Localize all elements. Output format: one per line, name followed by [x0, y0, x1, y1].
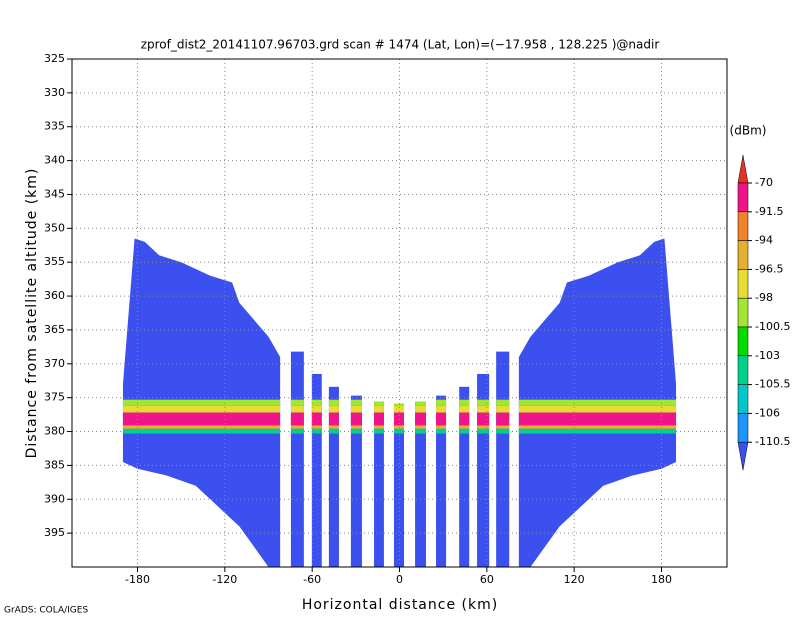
- colorbar-swatch: [737, 384, 749, 414]
- colorbar-label: -103: [755, 349, 780, 362]
- scan-column: [290, 351, 304, 567]
- colorbar-unit: (dBm): [730, 124, 767, 138]
- x-tick-label: 60: [480, 573, 494, 586]
- x-axis-label: Horizontal distance (km): [302, 597, 498, 613]
- colorbar-swatch: [737, 413, 749, 443]
- footer: GrADS: COLA/IGES: [4, 606, 88, 616]
- scan-column: [328, 386, 339, 567]
- scan-column: [350, 395, 362, 567]
- y-tick-label: 395: [44, 526, 65, 539]
- colorbar-swatch: [737, 269, 749, 299]
- band-layer: [122, 399, 677, 406]
- colorbar-swatch: [737, 182, 749, 213]
- colorbar-label: -105.5: [755, 378, 790, 391]
- scan-column: [496, 351, 510, 567]
- scan-column: [311, 373, 322, 567]
- colorbar-swatch: [737, 355, 749, 385]
- colorbar-label: -110.5: [755, 435, 790, 448]
- y-tick-label: 375: [44, 391, 65, 404]
- x-tick-label: 180: [651, 573, 672, 586]
- chart-title: zprof_dist2_20141107.96703.grd scan # 14…: [141, 38, 660, 52]
- y-tick-label: 325: [44, 52, 65, 65]
- y-tick-label: 360: [44, 289, 65, 302]
- y-tick-label: 330: [44, 86, 65, 99]
- colorbar-label: -98: [755, 291, 773, 304]
- colorbar-label: -94: [755, 234, 773, 247]
- colorbar-swatch: [737, 441, 749, 471]
- band-layer: [122, 405, 677, 413]
- y-tick-label: 385: [44, 458, 65, 471]
- y-axis-label: Distance from satellite altitude (km): [24, 168, 40, 459]
- y-tick-label: 365: [44, 323, 65, 336]
- colorbar-label: -96.5: [755, 262, 783, 275]
- y-tick-label: 380: [44, 425, 65, 438]
- colorbar-swatch: [737, 240, 749, 270]
- colorbar-swatch: [737, 154, 749, 184]
- x-tick-label: -180: [125, 573, 150, 586]
- colorbar-label: -70: [755, 176, 773, 189]
- scan-column: [459, 386, 470, 567]
- colorbar-label: -106: [755, 406, 780, 419]
- colorbar-label: -100.5: [755, 320, 790, 333]
- y-tick-label: 345: [44, 187, 65, 200]
- scan-column: [393, 403, 405, 567]
- x-tick-label: -120: [212, 573, 237, 586]
- x-tick-label: 120: [564, 573, 585, 586]
- colorbar-swatch: [737, 297, 749, 328]
- y-tick-label: 335: [44, 120, 65, 133]
- x-tick-label: -60: [303, 573, 321, 586]
- scan-column: [436, 395, 447, 567]
- plot-frame: [71, 58, 728, 568]
- y-tick-label: 350: [44, 221, 65, 234]
- y-tick-label: 390: [44, 492, 65, 505]
- y-tick-label: 340: [44, 154, 65, 167]
- y-tick-label: 370: [44, 357, 65, 370]
- y-tick-label: 355: [44, 255, 65, 268]
- x-tick-label: 0: [396, 573, 403, 586]
- colorbar-swatch: [737, 326, 749, 357]
- colorbar-swatch: [737, 211, 749, 241]
- bright-band: [122, 399, 677, 434]
- scan-column: [415, 401, 426, 567]
- colorbar-label: -91.5: [755, 205, 783, 218]
- scan-column: [374, 401, 384, 567]
